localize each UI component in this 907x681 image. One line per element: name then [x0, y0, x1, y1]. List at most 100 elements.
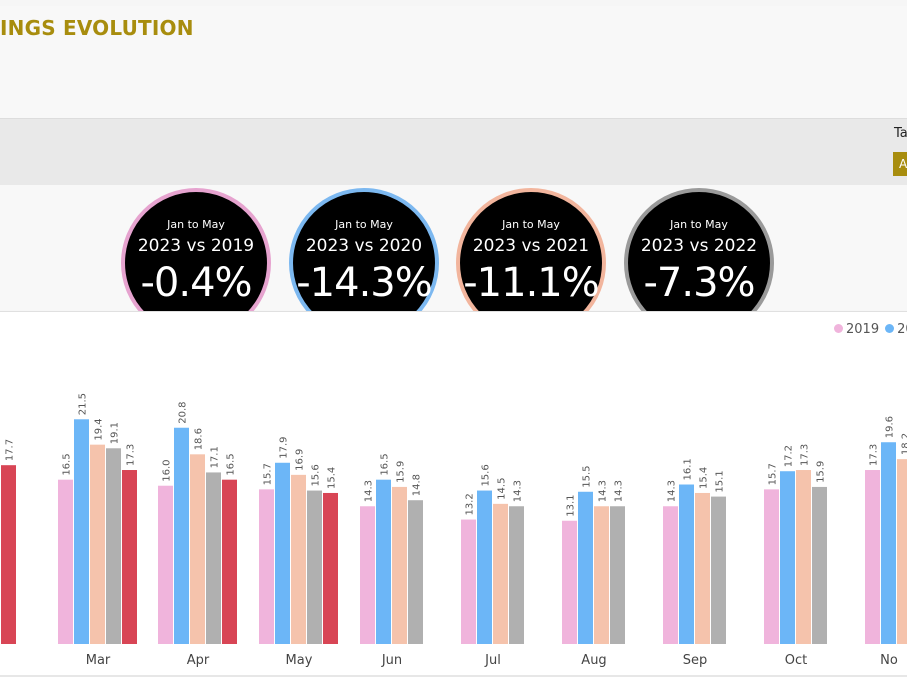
x-tick-label: Sep	[683, 653, 708, 668]
data-label: 15.4	[327, 467, 338, 489]
x-tick-label: May	[286, 653, 313, 668]
kpi-compare: 2023 vs 2020	[293, 236, 435, 256]
bar[interactable]	[881, 442, 896, 644]
data-label: 15.6	[481, 464, 492, 486]
bar[interactable]	[897, 459, 907, 644]
data-label: 17.1	[210, 446, 221, 468]
data-label: 14.8	[412, 474, 423, 496]
bar[interactable]	[578, 492, 593, 644]
bar[interactable]	[122, 470, 137, 644]
bar[interactable]	[796, 470, 811, 644]
kpi-period: Jan to May	[125, 218, 267, 231]
data-label: 19.6	[885, 416, 896, 438]
data-label: 14.3	[513, 480, 524, 502]
bar[interactable]	[477, 491, 492, 644]
data-label: 15.6	[311, 464, 322, 486]
bar[interactable]	[610, 506, 625, 644]
data-label: 15.7	[263, 463, 274, 485]
data-label: 16.0	[162, 459, 173, 481]
bar[interactable]	[812, 487, 827, 644]
bar[interactable]	[106, 448, 121, 644]
data-label: 14.5	[497, 478, 508, 500]
data-label: 17.3	[800, 444, 811, 466]
data-label: 15.7	[768, 463, 779, 485]
data-label: 14.3	[667, 480, 678, 502]
bar[interactable]	[392, 487, 407, 644]
data-label: 15.9	[396, 461, 407, 483]
data-label: 16.5	[62, 453, 73, 475]
data-label: 17.7	[5, 439, 16, 461]
data-label: 17.9	[279, 437, 290, 459]
bar[interactable]	[764, 489, 779, 644]
bar[interactable]	[562, 521, 577, 644]
x-tick-label: Jun	[381, 653, 402, 668]
data-label: 17.2	[784, 445, 795, 467]
bar[interactable]	[323, 493, 338, 644]
bar[interactable]	[190, 454, 205, 644]
kpi-compare: 2023 vs 2021	[460, 236, 602, 256]
data-label: 17.3	[869, 444, 880, 466]
bar[interactable]	[58, 480, 73, 644]
filter-bar	[0, 118, 907, 186]
bar[interactable]	[174, 428, 189, 644]
data-label: 18.6	[194, 428, 205, 450]
x-tick-label: Jul	[484, 653, 501, 668]
kpi-value: -0.4%	[125, 260, 267, 306]
kpi-value: -11.1%	[460, 260, 602, 306]
data-label: 13.2	[465, 493, 476, 515]
bar[interactable]	[360, 506, 375, 644]
kpi-period: Jan to May	[460, 218, 602, 231]
filter-chip[interactable]: A	[893, 152, 907, 176]
x-tick-label: Oct	[785, 653, 807, 668]
filter-label: Ta	[894, 126, 907, 141]
bar[interactable]	[307, 491, 322, 644]
data-label: 19.1	[110, 422, 121, 444]
bar[interactable]	[493, 504, 508, 644]
page-title: INGS EVOLUTION	[0, 16, 194, 40]
bar[interactable]	[695, 493, 710, 644]
bar[interactable]	[275, 463, 290, 644]
data-label: 17.3	[126, 444, 137, 466]
bar[interactable]	[461, 520, 476, 644]
bar[interactable]	[711, 497, 726, 644]
bar[interactable]	[509, 506, 524, 644]
bar-chart: 19.619.317.7b16.521.519.419.117.3Mar16.0…	[0, 311, 907, 680]
data-label: 20.8	[178, 401, 189, 423]
data-label: 15.5	[582, 465, 593, 487]
bar[interactable]	[206, 472, 221, 644]
bar[interactable]	[222, 480, 237, 644]
bar[interactable]	[376, 480, 391, 644]
data-label: 21.5	[78, 393, 89, 415]
bar[interactable]	[90, 445, 105, 644]
kpi-value: -14.3%	[293, 260, 435, 306]
data-label: 16.9	[295, 449, 306, 471]
data-label: 19.4	[94, 418, 105, 440]
data-label: 13.1	[566, 494, 577, 516]
bar[interactable]	[1, 465, 16, 644]
data-label: 14.3	[614, 480, 625, 502]
data-label: 15.4	[699, 467, 710, 489]
bar[interactable]	[594, 506, 609, 644]
bar[interactable]	[158, 486, 173, 644]
x-tick-label: No	[880, 653, 898, 668]
bar[interactable]	[291, 475, 306, 644]
bar[interactable]	[679, 485, 694, 644]
bar[interactable]	[780, 471, 795, 644]
bar[interactable]	[408, 500, 423, 644]
data-label: 18.2	[901, 433, 907, 455]
data-label: 15.1	[715, 470, 726, 492]
x-tick-label: Apr	[187, 653, 210, 668]
kpi-compare: 2023 vs 2019	[125, 236, 267, 256]
bar[interactable]	[865, 470, 880, 644]
bar[interactable]	[74, 419, 89, 644]
data-label: 14.3	[598, 480, 609, 502]
kpi-value: -7.3%	[628, 260, 770, 306]
data-label: 16.1	[683, 458, 694, 480]
bar[interactable]	[259, 489, 274, 644]
x-tick-label: Mar	[86, 653, 111, 668]
data-label: 15.9	[816, 461, 827, 483]
data-label: 14.3	[364, 480, 375, 502]
x-tick-label: Aug	[581, 653, 606, 668]
kpi-period: Jan to May	[293, 218, 435, 231]
bar[interactable]	[663, 506, 678, 644]
